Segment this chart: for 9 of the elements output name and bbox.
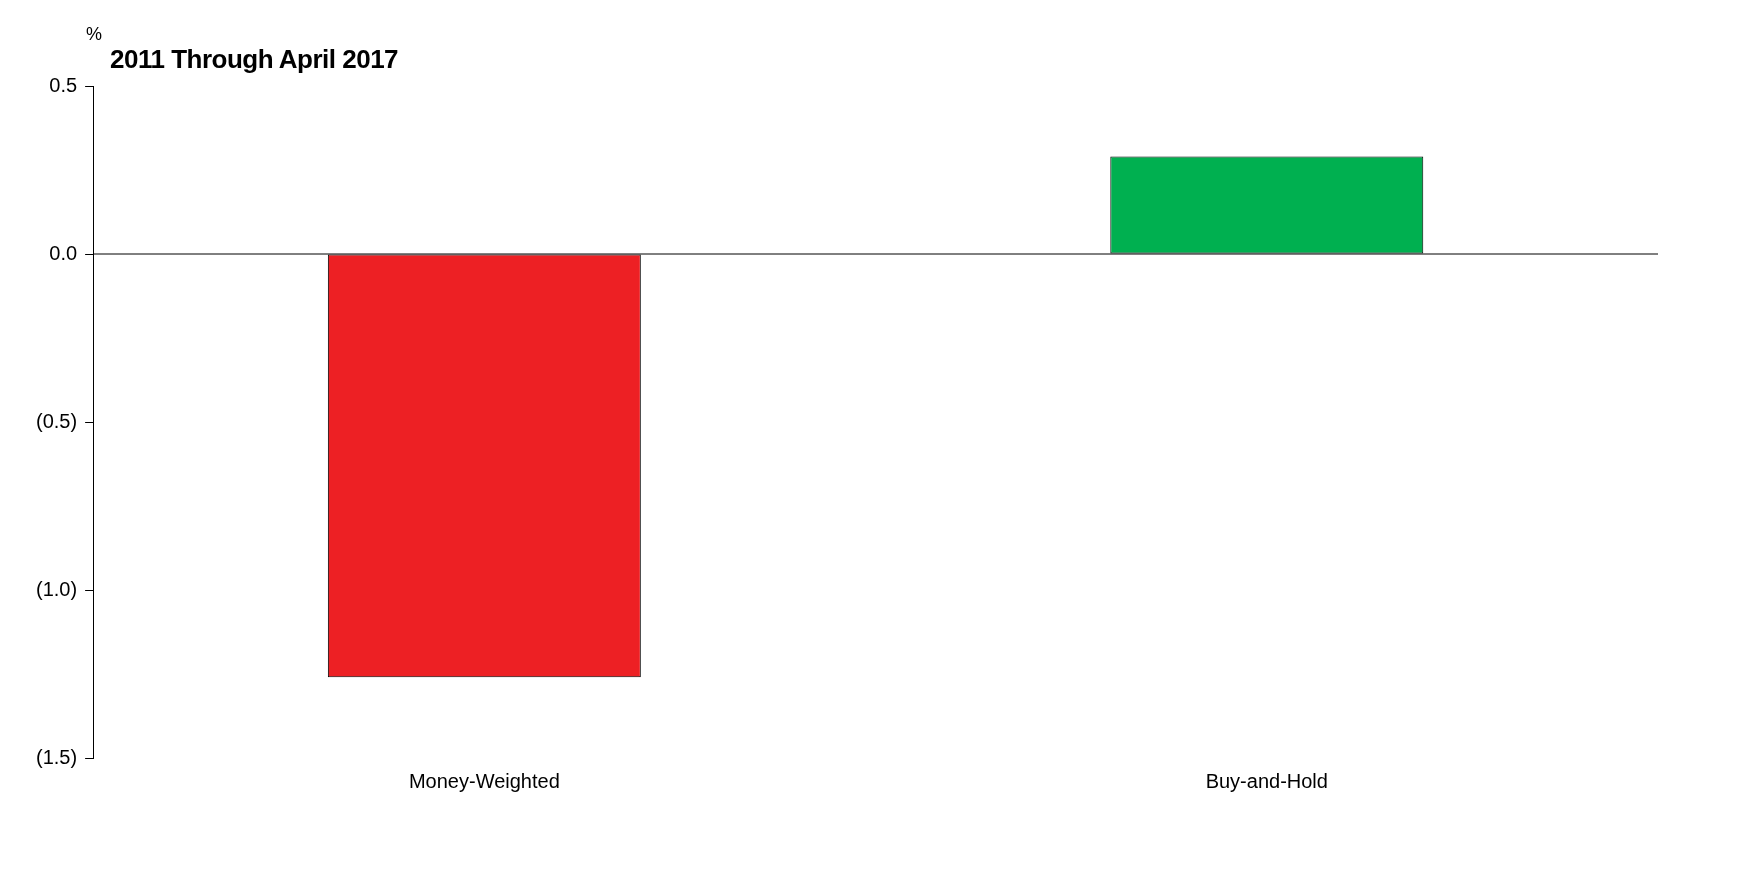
y-tick-label: (1.5): [36, 745, 78, 768]
y-tick-label: 0.0: [49, 241, 78, 264]
y-tick-label: (1.0): [36, 577, 78, 600]
x-tick-label: Money-Weighted: [408, 769, 560, 792]
y-axis-title: %: [86, 24, 103, 45]
y-tick-label: 0.5: [49, 73, 78, 96]
y-tick-label: (0.5): [36, 409, 78, 432]
x-tick-label: Buy-and-Hold: [1205, 769, 1328, 792]
chart-title: 2011 Through April 2017: [110, 44, 399, 75]
